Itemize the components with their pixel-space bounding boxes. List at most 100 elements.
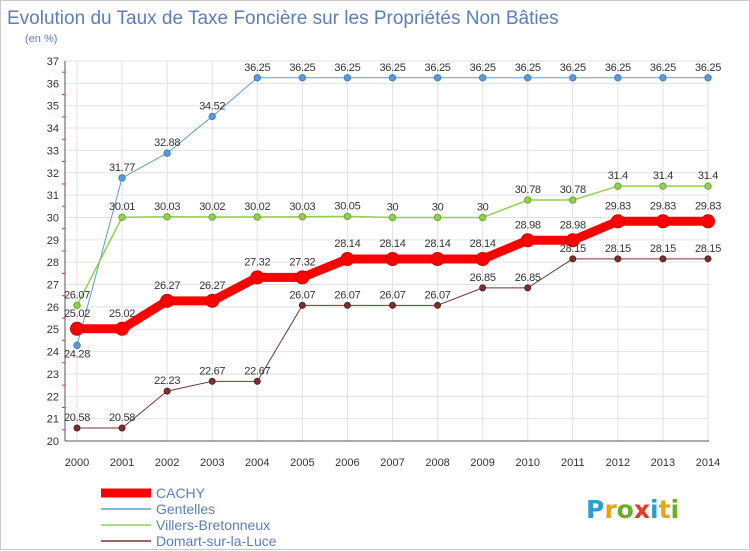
y-tick-label: 27 xyxy=(47,280,59,292)
y-tick-label: 34 xyxy=(47,123,59,135)
x-tick-label: 2014 xyxy=(696,457,720,469)
x-tick-label: 2012 xyxy=(606,457,630,469)
data-label-domart-sur-la-luce: 28.15 xyxy=(695,243,721,255)
data-label-gentelles: 36.25 xyxy=(425,62,451,74)
data-point-domart-sur-la-luce xyxy=(208,377,216,385)
data-point-villers-bretonneux xyxy=(253,213,261,221)
data-point-gentelles xyxy=(569,74,577,82)
data-point-cachy xyxy=(295,270,310,285)
data-label-domart-sur-la-luce: 20.58 xyxy=(109,412,135,424)
data-point-cachy xyxy=(565,233,580,248)
data-point-cachy xyxy=(115,321,130,336)
data-point-cachy xyxy=(701,214,715,229)
data-point-cachy xyxy=(655,214,670,229)
data-point-villers-bretonneux xyxy=(704,182,712,190)
data-point-domart-sur-la-luce xyxy=(524,284,532,292)
data-label-cachy: 29.83 xyxy=(605,200,631,212)
x-tick-label: 2004 xyxy=(245,457,269,469)
data-label-cachy: 27.32 xyxy=(289,256,315,268)
data-label-villers-bretonneux: 31.4 xyxy=(698,170,718,182)
data-point-cachy xyxy=(205,293,220,308)
data-label-domart-sur-la-luce: 26.07 xyxy=(379,289,405,301)
data-label-cachy: 28.14 xyxy=(470,238,496,250)
legend-label-villers-bretonneux: Villers-Bretonneux xyxy=(156,517,270,533)
data-label-cachy: 25.02 xyxy=(64,308,90,320)
data-label-gentelles: 24.28 xyxy=(64,348,90,360)
data-label-gentelles: 36.25 xyxy=(470,62,496,74)
x-tick-label: 2002 xyxy=(155,457,179,469)
legend-label-domart-sur-la-luce: Domart-sur-la-Luce xyxy=(156,533,277,549)
data-point-gentelles xyxy=(524,74,532,82)
data-label-domart-sur-la-luce: 22.67 xyxy=(199,365,225,377)
data-point-domart-sur-la-luce xyxy=(569,255,577,263)
data-label-gentelles: 34.52 xyxy=(199,100,225,112)
y-tick-label: 30 xyxy=(47,212,59,224)
data-label-villers-bretonneux: 30.78 xyxy=(515,184,541,196)
data-point-gentelles xyxy=(163,149,171,157)
data-point-villers-bretonneux xyxy=(659,182,667,190)
data-label-domart-sur-la-luce: 22.67 xyxy=(244,365,270,377)
data-point-gentelles xyxy=(73,341,81,350)
data-point-villers-bretonneux xyxy=(433,213,442,222)
data-point-villers-bretonneux xyxy=(208,213,216,221)
data-point-cachy xyxy=(610,214,625,229)
logo-letter: r xyxy=(604,495,617,524)
data-label-domart-sur-la-luce: 26.85 xyxy=(470,272,496,284)
data-point-villers-bretonneux xyxy=(73,301,81,310)
data-point-cachy xyxy=(250,270,265,285)
plot-area xyxy=(65,61,709,441)
logo-letter: i xyxy=(671,495,680,524)
data-point-domart-sur-la-luce xyxy=(298,301,306,309)
x-tick-label: 2011 xyxy=(561,457,585,469)
data-label-domart-sur-la-luce: 28.15 xyxy=(650,243,676,255)
chart-title: Evolution du Taux de Taxe Foncière sur l… xyxy=(7,8,559,29)
data-point-villers-bretonneux xyxy=(118,213,126,221)
data-point-domart-sur-la-luce xyxy=(704,255,712,263)
data-label-gentelles: 36.25 xyxy=(379,62,405,74)
legend-label-cachy: CACHY xyxy=(156,485,206,501)
y-tick-label: 32 xyxy=(47,168,59,180)
data-point-gentelles xyxy=(614,74,622,82)
data-label-cachy: 28.98 xyxy=(560,219,586,231)
y-tick-label: 23 xyxy=(47,369,59,381)
data-point-gentelles xyxy=(659,74,667,82)
data-label-villers-bretonneux: 26.07 xyxy=(64,289,90,301)
data-label-gentelles: 36.25 xyxy=(605,62,631,74)
data-label-cachy: 29.83 xyxy=(695,200,721,212)
data-label-villers-bretonneux: 30.05 xyxy=(334,200,360,212)
data-label-cachy: 27.32 xyxy=(244,256,270,268)
logo-letter: P xyxy=(586,495,604,524)
data-point-domart-sur-la-luce xyxy=(659,255,667,263)
data-label-domart-sur-la-luce: 22.23 xyxy=(154,375,180,387)
data-label-gentelles: 36.25 xyxy=(515,62,541,74)
data-point-gentelles xyxy=(704,74,712,82)
logo-letter: i xyxy=(650,495,659,524)
data-point-cachy xyxy=(430,252,445,267)
x-tick-label: 2008 xyxy=(425,457,449,469)
data-label-cachy: 29.83 xyxy=(650,200,676,212)
data-label-domart-sur-la-luce: 26.85 xyxy=(515,272,541,284)
data-point-villers-bretonneux xyxy=(524,196,532,204)
data-label-cachy: 28.98 xyxy=(515,219,541,231)
data-label-villers-bretonneux: 30.03 xyxy=(289,201,315,213)
data-point-domart-sur-la-luce xyxy=(434,301,442,309)
logo-letter: t xyxy=(659,495,671,524)
x-tick-label: 2003 xyxy=(200,457,224,469)
data-label-cachy: 28.14 xyxy=(425,238,451,250)
data-label-villers-bretonneux: 30 xyxy=(477,201,489,213)
y-tick-label: 28 xyxy=(47,257,59,269)
data-point-villers-bretonneux xyxy=(163,213,171,221)
x-tick-label: 2001 xyxy=(110,457,134,469)
data-point-cachy xyxy=(520,233,535,248)
y-tick-label: 37 xyxy=(47,56,59,68)
data-point-villers-bretonneux xyxy=(343,212,352,221)
logo-letter: x xyxy=(634,495,650,524)
data-point-cachy xyxy=(70,321,84,336)
y-tick-label: 25 xyxy=(47,324,59,336)
data-label-domart-sur-la-luce: 26.07 xyxy=(425,289,451,301)
data-label-gentelles: 36.25 xyxy=(650,62,676,74)
y-tick-label: 31 xyxy=(47,190,59,202)
x-tick-label: 2009 xyxy=(470,457,494,469)
